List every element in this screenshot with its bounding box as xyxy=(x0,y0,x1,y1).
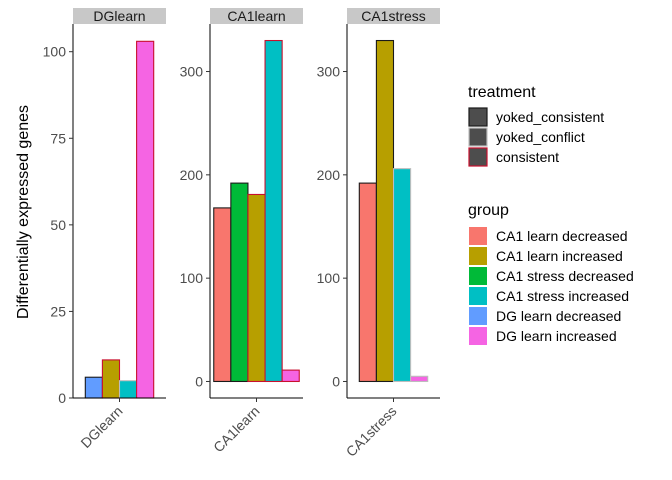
legend-label: DG learn decreased xyxy=(496,308,621,324)
legend-label: CA1 stress decreased xyxy=(496,268,634,284)
legend-treatment: treatment yoked_consistent yoked_conflictc… xyxy=(468,84,604,167)
y-tick-label: 300 xyxy=(317,64,341,80)
legend-key xyxy=(469,307,487,325)
legend-label: consistent xyxy=(496,149,559,165)
legend-group: group CA1 learn decreased CA1 learn increa… xyxy=(468,202,634,345)
legend-key xyxy=(469,267,487,285)
legend-key xyxy=(469,327,487,345)
y-tick-label: 100 xyxy=(317,270,341,286)
facet-panels: DGlearn 0 25 50 75 100 DGlearn CA1learn 0 100 200 3… xyxy=(43,8,440,460)
bar xyxy=(247,193,266,383)
y-tick-label: 0 xyxy=(332,373,340,389)
strip-label: DGlearn xyxy=(93,8,145,24)
bar xyxy=(230,182,249,383)
y-tick-label: 0 xyxy=(195,373,203,389)
y-tick-label: 200 xyxy=(317,167,341,183)
strip-label: CA1learn xyxy=(227,8,285,24)
legend-key xyxy=(468,127,488,147)
bar xyxy=(375,39,395,383)
legend-key xyxy=(468,147,488,167)
x-tick-label: CA1stress xyxy=(343,403,400,460)
bar xyxy=(118,380,138,399)
legend-key xyxy=(469,247,487,265)
bar xyxy=(281,369,300,383)
bar xyxy=(264,39,283,383)
legend-title: treatment xyxy=(468,84,536,101)
y-tick-label: 100 xyxy=(43,44,67,60)
bar xyxy=(136,40,155,399)
bar xyxy=(358,182,377,383)
y-tick-label: 75 xyxy=(50,130,66,146)
y-tick-label: 100 xyxy=(180,270,204,286)
x-tick-label: CA1learn xyxy=(210,403,263,456)
bar xyxy=(84,376,103,399)
legend-key xyxy=(468,107,488,127)
y-tick-label: 50 xyxy=(50,217,66,233)
legend-label: CA1 learn decreased xyxy=(496,228,628,244)
legend-key xyxy=(469,227,487,245)
y-axis-title: Differentially expressed genes xyxy=(15,105,32,319)
strip-label: CA1stress xyxy=(361,8,426,24)
legend-label: CA1 learn increased xyxy=(496,248,623,264)
legend-key xyxy=(469,287,487,305)
x-tick-label: DGlearn xyxy=(77,403,125,451)
strip-background xyxy=(347,8,440,24)
strip-background xyxy=(210,8,303,24)
y-tick-label: 300 xyxy=(180,64,204,80)
y-tick-label: 25 xyxy=(50,303,66,319)
facet-DGlearn: DGlearn 0 25 50 75 100 DGlearn xyxy=(43,8,166,451)
bar xyxy=(410,375,429,383)
legend-label: CA1 stress increased xyxy=(496,288,629,304)
bar xyxy=(392,168,412,383)
bar xyxy=(213,207,232,383)
strip-background xyxy=(73,8,166,24)
legend-label: DG learn increased xyxy=(496,328,617,344)
legend-label: yoked_consistent xyxy=(496,109,604,125)
y-tick-label: 0 xyxy=(58,390,66,406)
legend-title: group xyxy=(468,202,509,219)
bar xyxy=(101,359,121,399)
y-tick-label: 200 xyxy=(180,167,204,183)
facet-CA1learn: CA1learn 0 100 200 300 CA1learn xyxy=(180,8,303,455)
legend-label: yoked_conflict xyxy=(496,129,585,145)
